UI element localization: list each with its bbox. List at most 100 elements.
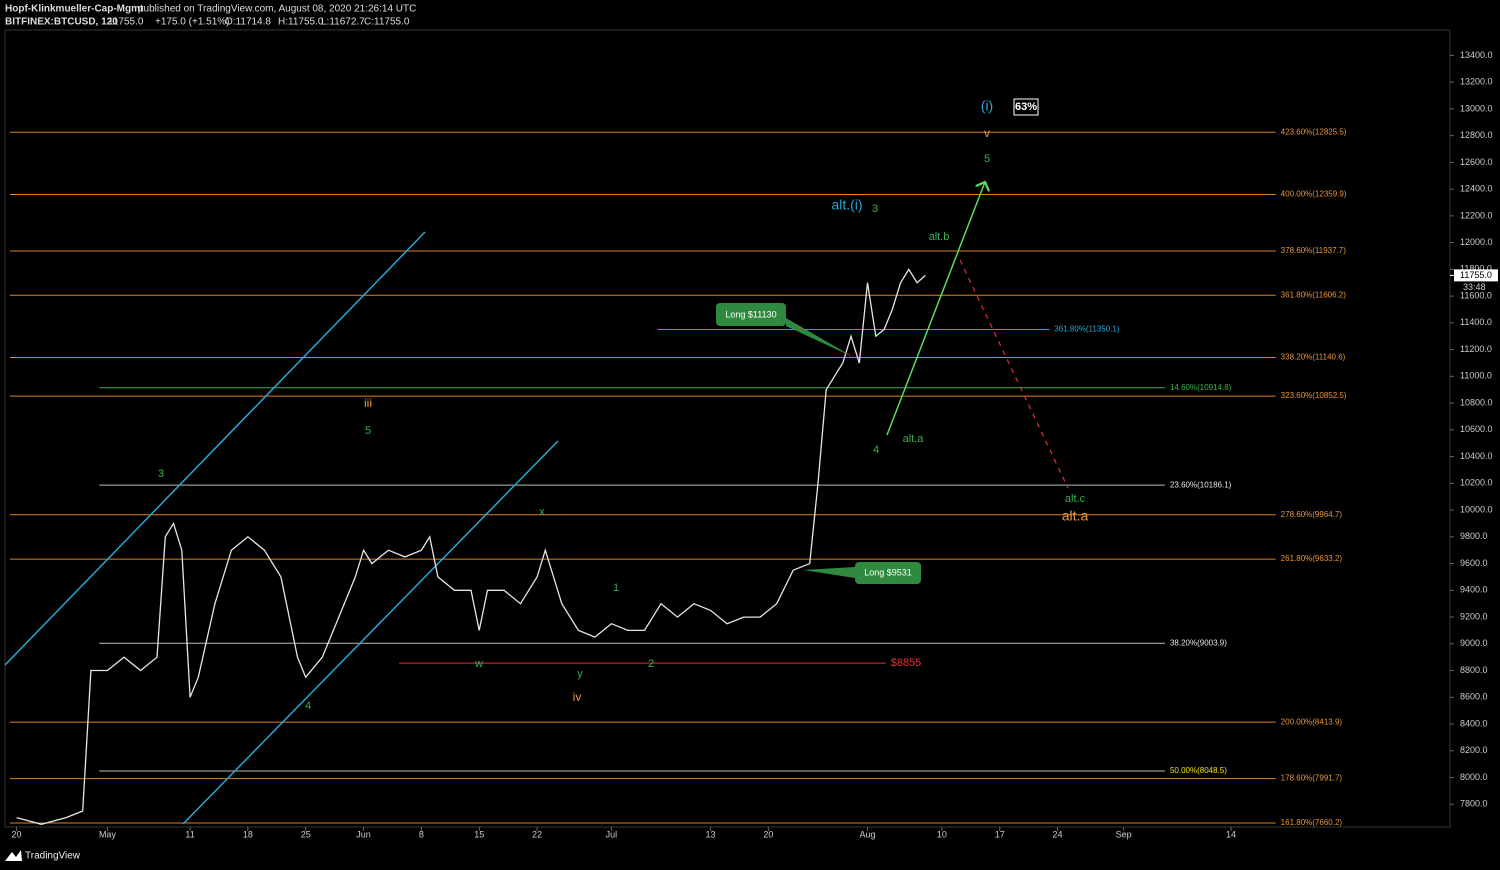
brand: TradingView: [25, 851, 81, 862]
wave-label: 2: [648, 658, 654, 670]
quote-open: O:11714.8: [225, 17, 271, 28]
x-tick-label: 15: [474, 829, 484, 839]
level-label: 378.60%(11937.7): [1281, 246, 1347, 255]
level-label: $8855: [891, 657, 922, 669]
y-tick-label: 10600.0: [1460, 424, 1493, 434]
wave-label: v: [984, 126, 990, 140]
wave-label: alt.a: [903, 433, 925, 445]
level-label: 14.60%(10914.8): [1170, 383, 1232, 392]
wave-label: iii: [364, 396, 372, 410]
y-tick-label: 11000.0: [1460, 371, 1492, 381]
arrow: [959, 259, 1069, 489]
y-tick-label: 12200.0: [1460, 210, 1493, 220]
level-label: 261.80%(9633.2): [1281, 554, 1343, 563]
y-tick-label: 12800.0: [1460, 130, 1493, 140]
y-tick-label: 9600.0: [1460, 558, 1488, 568]
x-tick-label: 17: [995, 829, 1005, 839]
author: Hopf-Klinkmueller-Cap-Mgmt: [5, 4, 144, 15]
y-tick-label: 12000.0: [1460, 237, 1493, 247]
symbol: BITFINEX:BTCUSD, 120: [5, 17, 118, 28]
x-tick-label: 10: [937, 829, 947, 839]
y-tick-label: 9200.0: [1460, 611, 1488, 621]
x-tick-label: Sep: [1116, 829, 1132, 839]
badge-box: [1013, 98, 1039, 116]
annotations: iii 5 3 4 w x y iv 1 2 alt.(i) 3 alt.b 4…: [158, 98, 1089, 712]
y-tick-label: 10200.0: [1460, 478, 1493, 488]
wave-label: x: [539, 506, 545, 518]
published: published on TradingView.com, August 08,…: [138, 4, 416, 15]
y-tick-label: 13200.0: [1460, 77, 1493, 87]
level-label: 278.60%(9964.7): [1281, 510, 1343, 519]
level-label: 38.20%(9003.9): [1170, 638, 1227, 647]
wave-label: alt.(i): [831, 197, 862, 213]
quote-high: H:11755.0: [278, 17, 324, 28]
wave-label: alt.c: [1065, 493, 1086, 505]
y-tick-label: 8200.0: [1460, 745, 1488, 755]
y-tick-label: 8600.0: [1460, 692, 1488, 702]
price-tag-box: [1454, 269, 1498, 282]
wave-label: alt.a: [1062, 508, 1089, 524]
y-tick-label: 13400.0: [1460, 50, 1493, 60]
callout-box: [855, 562, 921, 584]
quote-low: L:11672.7: [321, 17, 365, 28]
wave-label: w: [474, 658, 483, 670]
arrow: [886, 182, 985, 436]
x-tick-label: 14: [1226, 829, 1236, 839]
x-tick-label: 22: [532, 829, 542, 839]
wave-label: 3: [158, 468, 164, 480]
y-tick-label: 11800.0: [1460, 264, 1492, 274]
y-tick-label: 11200.0: [1460, 344, 1492, 354]
wave-label: 1: [613, 582, 619, 594]
x-tick-label: 25: [301, 829, 311, 839]
y-tick-label: 11400.0: [1460, 317, 1492, 327]
y-tick-label: 8400.0: [1460, 718, 1488, 728]
y-tick-label: 10800.0: [1460, 397, 1493, 407]
level-label: 161.80%(7660.2): [1281, 818, 1343, 827]
plot-frame: [4, 29, 1451, 828]
callout-text: Long $11130: [725, 309, 776, 319]
x-tick-label: May: [99, 829, 117, 839]
level-label: 361.80%(11606.2): [1281, 290, 1347, 299]
quote-close: C:11755.0: [364, 17, 410, 28]
y-tick-label: 9400.0: [1460, 585, 1488, 595]
callout-text: Long $9531: [864, 567, 912, 577]
quote-last: 11755.0: [108, 17, 144, 28]
level-label: 400.00%(12359.9): [1281, 190, 1347, 199]
countdown: 33:48: [1463, 282, 1486, 292]
level-label: 23.60%(10186.1): [1170, 480, 1232, 489]
wave-label: 5: [365, 425, 371, 437]
wave-label: iv: [573, 690, 582, 704]
channel-line: [182, 440, 559, 825]
y-tick-label: 12400.0: [1460, 184, 1493, 194]
series: [16, 268, 926, 825]
callouts: Long $11130 Long $9531: [716, 98, 1039, 584]
level-label: 361.80%(11350.1): [1054, 325, 1120, 334]
wave-label: (i): [981, 98, 993, 114]
level-label: 200.00%(8413.9): [1281, 717, 1343, 726]
price-tag: 11755.0: [1460, 270, 1492, 280]
y-tick-label: 9800.0: [1460, 531, 1488, 541]
levels: 423.60%(12825.5) 400.00%(12359.9) 378.60%(…: [9, 127, 1347, 827]
x-tick-label: 18: [243, 829, 253, 839]
wave-label: y: [577, 668, 583, 680]
x-tick-label: 11: [185, 829, 194, 839]
level-label: 323.60%(10852.5): [1281, 391, 1347, 400]
y-tick-label: 13000.0: [1460, 103, 1493, 113]
wave-label: 5: [984, 153, 990, 165]
level-label: 423.60%(12825.5): [1281, 127, 1347, 136]
callout-box: [716, 303, 786, 326]
y-tick-label: 11600.0: [1460, 290, 1492, 300]
y-tick-label: 9000.0: [1460, 638, 1488, 648]
x-tick-label: Jun: [356, 829, 371, 839]
y-tick-label: 8000.0: [1460, 772, 1488, 782]
x-tick-label: 20: [12, 829, 22, 839]
x-tick-label: Jul: [606, 829, 618, 839]
y-tick-label: 7800.0: [1460, 799, 1488, 809]
wave-label: 4: [873, 444, 879, 456]
logo: TradingView: [5, 850, 81, 862]
logo-icon: [5, 850, 22, 861]
badge: 63%: [1015, 101, 1037, 113]
